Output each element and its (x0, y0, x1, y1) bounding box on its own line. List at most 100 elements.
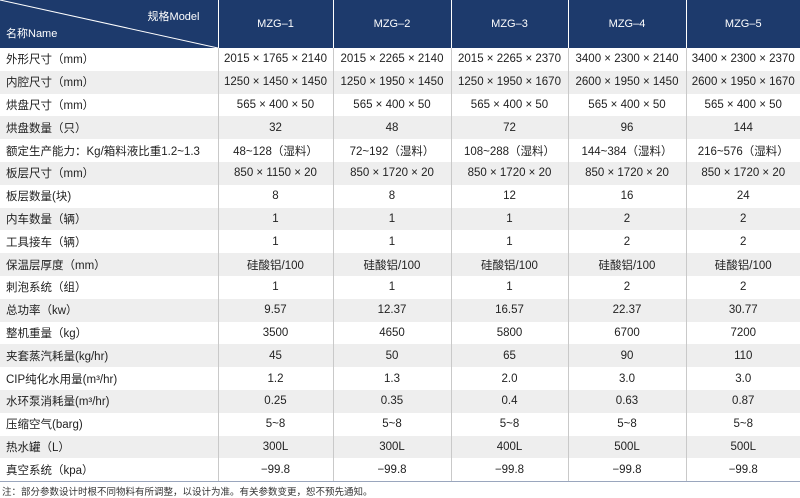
cell: 72~192（湿料） (332, 139, 451, 162)
cell: 90 (567, 344, 686, 368)
row-label: 整机重量（kg） (6, 327, 88, 340)
table-row: 工具接车（辆） 1 1 1 2 2 (0, 230, 800, 254)
cell: 4650 (332, 321, 451, 345)
model-header: MZG–5 (685, 0, 800, 48)
cell: 65 (450, 344, 568, 368)
cell: 144~384（湿料） (567, 139, 686, 162)
row-label: 烘盘数量（只） (0, 116, 218, 140)
cell: 1250 × 1950 × 1670 (450, 70, 568, 94)
cell: 400L (450, 435, 568, 459)
row-label: 保温层厚度（mm） (0, 253, 218, 276)
table-row: 外形尺寸（mm） 2015 × 1765 × 2140 2015 × 2265 × … (0, 48, 800, 71)
cell: 72 (450, 116, 568, 140)
cell: 144 (685, 116, 800, 140)
cell: 216~576（湿料） (685, 139, 800, 162)
row-label: 热水罐（L） (0, 435, 218, 459)
cell: 500L (685, 435, 800, 459)
cell: 2 (567, 207, 686, 231)
row-label: 刺泡系统（组） (6, 282, 87, 295)
cell: 850 × 1720 × 20 (567, 161, 686, 185)
cell: 48~128（湿料） (217, 139, 333, 162)
corner-bottom: 名称Name (6, 28, 58, 40)
cell: 6700 (567, 321, 686, 345)
cell: 2015 × 2265 × 2370 (450, 48, 568, 71)
footnote: 注：部分参数设计时根不同物料有所调整，以设计为准。有关参数变更，恕不预先通知。 (2, 487, 373, 498)
cell: 1 (217, 207, 333, 231)
cell: 2 (567, 230, 686, 254)
diagonal (0, 0, 218, 48)
cell: 30.77 (685, 298, 800, 322)
cell: 1 (450, 230, 568, 254)
model-header: MZG–4 (567, 0, 686, 48)
model-header: MZG–1 (217, 0, 333, 48)
cell: 2600 × 1950 × 1670 (685, 70, 800, 94)
cell: 3.0 (567, 367, 686, 390)
cell: 2.0 (450, 367, 568, 390)
cell: 硅酸铝/100 (450, 253, 568, 276)
cell: 5~8 (685, 412, 800, 436)
table-row: 板层数量(块) 8 8 12 16 24 (0, 184, 800, 208)
cell: 0.87 (685, 389, 800, 413)
cell: 96 (567, 116, 686, 140)
cell: 300L (217, 435, 333, 459)
row-label: 水环泵消耗量(m³/hr) (0, 389, 218, 413)
table-row: 夹套蒸汽耗量(kg/hr) 45 50 65 90 110 (0, 344, 800, 368)
cell: 0.4 (450, 389, 568, 413)
cell: 565 × 400 × 50 (567, 93, 686, 117)
cell: 7200 (685, 321, 800, 345)
cell: 5800 (450, 321, 568, 345)
cell: 110 (685, 344, 800, 368)
cell: 8 (217, 184, 333, 208)
cell: 1 (332, 230, 451, 254)
cell: 1 (217, 275, 333, 299)
cell: 1.2 (217, 367, 333, 390)
spec-table: 规格Model 名称Name MZG–1 MZG–2 MZG–3 MZG–4 MZG–5… (0, 0, 800, 483)
table-row: 热水罐（L） 300L 300L 400L 500L 500L (0, 435, 800, 459)
table-row: 板层尺寸（mm） 850 × 1150 × 20 850 × 1720 × 20 85… (0, 161, 800, 185)
cell: 硅酸铝/100 (332, 253, 451, 276)
cell: −99.8 (567, 458, 686, 483)
cell: −99.8 (450, 458, 568, 483)
table-row: 压缩空气(barg) 5~8 5~8 5~8 5~8 5~8 (0, 412, 800, 436)
cell: 565 × 400 × 50 (685, 93, 800, 117)
cell: 850 × 1720 × 20 (685, 161, 800, 185)
header-row: 规格Model 名称Name MZG–1 MZG–2 MZG–3 MZG–4 MZG–5 (0, 0, 800, 48)
cell: 9.57 (217, 298, 333, 322)
cell: 50 (332, 344, 451, 368)
cell: 硅酸铝/100 (567, 253, 686, 276)
cell: 5~8 (217, 412, 333, 436)
cell: 3500 (217, 321, 333, 345)
table-row: 内腔尺寸（mm） 1250 × 1450 × 1450 1250 × 1950 × … (0, 70, 800, 94)
row-label: 板层数量(块) (6, 191, 72, 204)
row-label: 夹套蒸汽耗量(kg/hr) (0, 344, 218, 368)
cell: 12.37 (332, 298, 451, 322)
cell: 565 × 400 × 50 (217, 93, 333, 117)
cell: 12 (450, 184, 568, 208)
cell: 1 (450, 275, 568, 299)
cell: 1 (450, 207, 568, 231)
cell: 2 (685, 275, 800, 299)
cell: 0.63 (567, 389, 686, 413)
row-label: CIP纯化水用量(m³/hr) (6, 373, 118, 386)
cell: 2015 × 1765 × 2140 (217, 48, 333, 71)
cell: 1 (332, 207, 451, 231)
cell: 1250 × 1450 × 1450 (217, 70, 333, 94)
cell: 300L (332, 435, 451, 459)
cell: 2 (685, 207, 800, 231)
table-row: 整机重量（kg） 3500 4650 5800 6700 7200 (0, 321, 800, 345)
cell: 5~8 (332, 412, 451, 436)
cell: 3400 × 2300 × 2370 (685, 48, 800, 71)
corner-top: 规格Model (147, 11, 200, 23)
cell: 108~288（湿料） (450, 139, 568, 162)
table-row: 烘盘数量（只） 32 48 72 96 144 (0, 116, 800, 140)
cell: 2 (567, 275, 686, 299)
row-label: 真空系统（kpa） (0, 458, 218, 483)
row-label: 内腔尺寸（mm） (0, 70, 218, 94)
cell: 8 (332, 184, 451, 208)
cell: 500L (567, 435, 686, 459)
table-row: 真空系统（kpa） −99.8 −99.8 −99.8 −99.8 −99.8 (0, 458, 800, 483)
model-header: MZG–2 (332, 0, 451, 48)
cell: 1 (332, 275, 451, 299)
row-label: 内车数量（辆） (0, 207, 218, 231)
model-header: MZG–3 (450, 0, 568, 48)
